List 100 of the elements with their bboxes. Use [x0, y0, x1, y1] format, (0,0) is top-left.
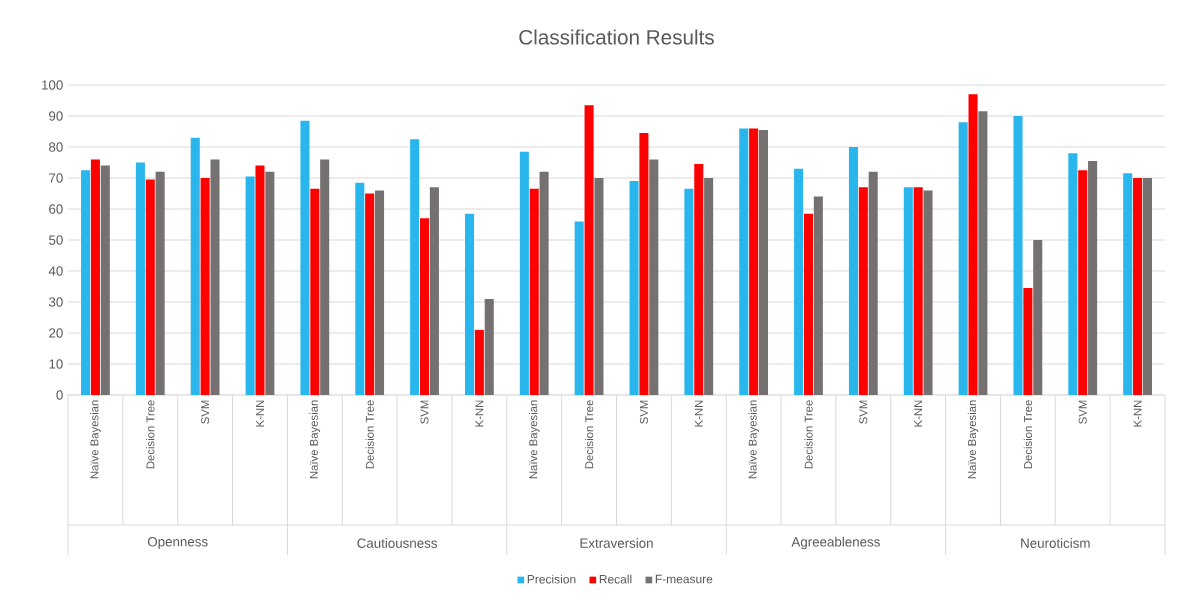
bar [1023, 288, 1033, 395]
y-tick-label: 30 [48, 297, 63, 307]
bar [90, 159, 100, 395]
y-tick-label: 20 [49, 328, 63, 338]
x-tick-label: SVM [420, 400, 429, 424]
bar [135, 162, 145, 395]
bar [355, 182, 365, 395]
bar [923, 190, 933, 395]
bar [903, 187, 913, 395]
bar [100, 165, 110, 395]
bar [255, 165, 265, 395]
bar [1123, 173, 1133, 395]
bar [813, 196, 823, 395]
bar [1133, 178, 1143, 395]
bar [365, 193, 375, 395]
bar [210, 159, 220, 395]
x-tick-label: Decision Tree [1023, 400, 1033, 469]
bar [739, 128, 749, 395]
y-tick-label: 50 [49, 235, 63, 245]
bar [868, 171, 878, 395]
bar [375, 190, 385, 395]
bar [978, 111, 988, 395]
x-tick-label: K-NN [256, 400, 264, 427]
text: Agreeableness [791, 536, 880, 550]
bar [320, 159, 330, 395]
legend-label: Precision [527, 574, 576, 584]
bar [1142, 178, 1152, 395]
x-tick-label: Decision Tree [365, 400, 374, 469]
x-tick-label: SVM [639, 400, 648, 424]
bar [848, 147, 858, 395]
bar [81, 170, 91, 395]
bar [968, 94, 978, 395]
x-tick-label: Naïve Bayesian [309, 400, 321, 479]
x-tick-label: Naïve Bayesian [528, 400, 540, 479]
bar [484, 298, 494, 395]
bar [300, 120, 310, 395]
bar [639, 133, 649, 395]
y-tick-label: 90 [49, 111, 63, 121]
x-tick-label: Naïve Bayesian [748, 400, 759, 479]
text: Extraversion [580, 538, 653, 548]
bar [200, 178, 210, 395]
bar [1078, 170, 1088, 395]
bar [574, 221, 584, 395]
bar [858, 187, 868, 395]
bar [519, 151, 529, 395]
bar [749, 128, 759, 395]
y-tick-label: 0 [56, 390, 63, 400]
x-tick-label: K-NN [694, 400, 703, 427]
text: Neuroticism [1021, 538, 1090, 548]
bar [410, 139, 420, 395]
bar [429, 187, 439, 395]
bar [704, 178, 714, 395]
bar [1013, 116, 1023, 395]
bar [649, 159, 659, 395]
x-tick-label: Decision Tree [804, 400, 813, 469]
x-tick-label: Decision Tree [146, 400, 155, 469]
bar [794, 168, 804, 395]
x-tick-label: K-NN [1133, 400, 1142, 427]
y-tick-label: 70 [49, 173, 63, 183]
legend-label: F-measure [655, 574, 713, 584]
bar [594, 178, 604, 395]
bar [464, 213, 475, 395]
y-tick-label: 80 [49, 142, 63, 152]
bar [694, 164, 704, 395]
x-tick-label: Decision Tree [584, 400, 594, 469]
text: Cautiousness [357, 538, 437, 548]
bar [145, 179, 155, 395]
bar [265, 171, 275, 395]
y-tick-label: 10 [49, 359, 63, 369]
bar [245, 176, 255, 395]
bar [419, 218, 430, 395]
x-tick-label: SVM [859, 400, 868, 424]
x-tick-label: Naïve Bayesian [90, 400, 101, 479]
y-tick-label: 40 [48, 266, 63, 276]
x-tick-label: Naïve Bayesian [967, 400, 979, 479]
bar [529, 188, 539, 395]
chart-title: Classification Results [519, 29, 714, 45]
bar [684, 188, 694, 395]
bar [913, 187, 923, 395]
x-tick-label: K-NN [475, 400, 484, 427]
bar [1033, 240, 1043, 395]
bar [310, 188, 320, 395]
bar [758, 129, 769, 395]
bar [629, 181, 639, 395]
bar [155, 171, 165, 395]
bar [190, 137, 200, 395]
legend-label: Recall [599, 574, 632, 584]
bar [474, 329, 484, 395]
text: Openness [147, 536, 208, 550]
bar [539, 171, 549, 395]
bar [1068, 153, 1078, 395]
bar [1088, 160, 1098, 395]
x-tick-label: SVM [201, 400, 210, 424]
x-tick-label: SVM [1078, 400, 1087, 424]
x-tick-label: K-NN [914, 400, 923, 427]
y-tick-label: 60 [49, 204, 63, 214]
y-tick-label: 100 [42, 80, 63, 90]
bar [958, 122, 968, 395]
bar [584, 105, 594, 395]
bar [803, 213, 814, 395]
